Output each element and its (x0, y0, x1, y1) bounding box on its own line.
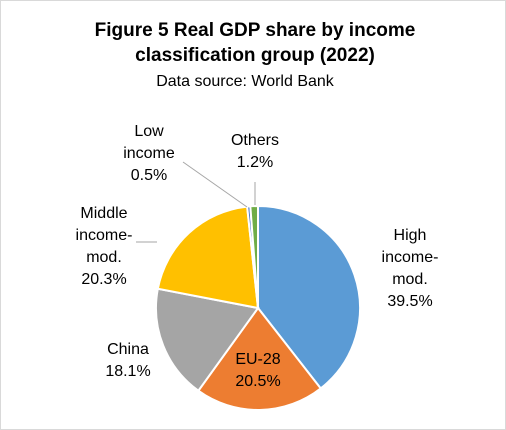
data-label: Middle income-mod. 20.3% (76, 205, 133, 288)
data-label-value: 1.2% (237, 154, 273, 171)
pie-slice (249, 204, 259, 309)
data-label: China 18.1% (105, 341, 150, 380)
data-label-category: Middle (80, 205, 127, 222)
data-label-value: 0.5% (131, 167, 167, 184)
data-label: Others 1.2% (231, 132, 279, 171)
chart-subtitle: Data source: World Bank (156, 73, 334, 90)
data-label: EU-28 20.5% (235, 351, 280, 390)
data-label-category: income- (76, 227, 133, 244)
leader-line (182, 161, 248, 208)
data-label-category: Low (134, 123, 164, 140)
data-label-category: mod. (392, 271, 428, 288)
pie-slice (257, 204, 361, 390)
data-label-category: mod. (86, 249, 122, 266)
chart-title: Figure 5 Real GDP share by income classi… (40, 18, 470, 68)
data-label-category: Others (231, 132, 279, 149)
data-label-value: 20.5% (235, 373, 280, 390)
data-label-category: income- (382, 249, 439, 266)
chart-title-line-2: classification group (2022) (135, 45, 375, 66)
data-label-category: High (394, 227, 427, 244)
data-label-category: income (123, 145, 175, 162)
pie-slice (156, 205, 260, 310)
data-label-value: 20.3% (81, 271, 126, 288)
pie-slice (196, 306, 323, 411)
data-label-value: 39.5% (387, 293, 432, 310)
data-label-category: China (107, 341, 149, 358)
pie-slice (155, 287, 260, 393)
data-label-value: 18.1% (105, 363, 150, 380)
data-label: High income-mod. 39.5% (382, 227, 439, 310)
chart-title-line-1: Figure 5 Real GDP share by income (94, 20, 416, 41)
data-label-category: EU-28 (235, 351, 280, 368)
data-label: Low income 0.5% (123, 123, 175, 184)
